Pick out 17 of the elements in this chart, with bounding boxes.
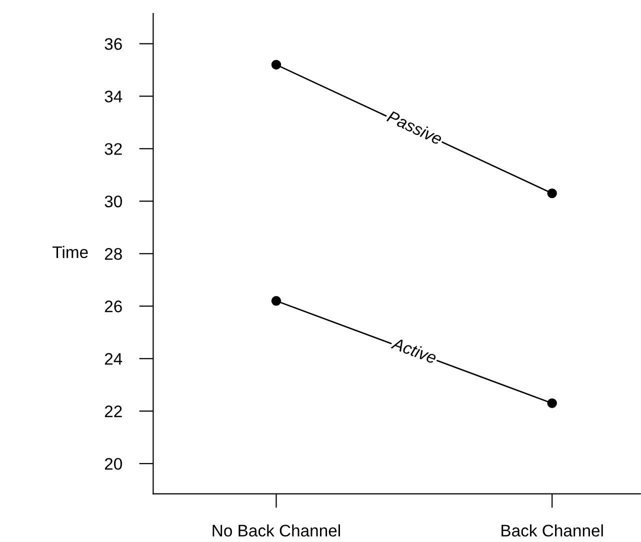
point	[547, 398, 557, 408]
x-tick-label: No Back Channel	[212, 524, 340, 537]
y-tick-label: 20	[104, 458, 122, 470]
y-tick-label: 32	[104, 143, 122, 155]
x-tick-label: Back Channel	[502, 524, 603, 537]
point	[271, 60, 282, 70]
y-tick-label: 26	[104, 300, 122, 312]
y-tick-label: 22	[104, 406, 122, 418]
text: Active	[390, 336, 438, 364]
y-tick-label: 36	[104, 38, 122, 50]
point	[271, 296, 282, 306]
point	[547, 188, 557, 198]
y-tick-label: 28	[104, 248, 122, 260]
y-axis-title: Time	[52, 246, 88, 258]
y-tick-label: 24	[104, 353, 122, 365]
y-tick-label: 30	[104, 196, 122, 208]
y-tick-label: 34	[104, 90, 122, 102]
